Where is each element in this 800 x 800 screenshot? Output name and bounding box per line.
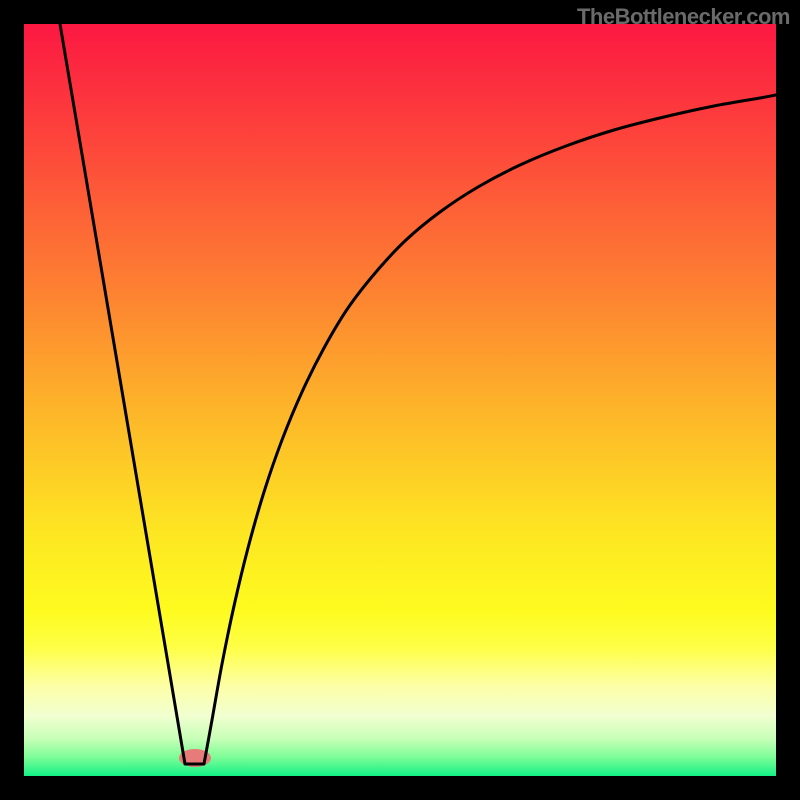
bottleneck-chart: [0, 0, 800, 800]
watermark-text: TheBottlenecker.com: [577, 4, 790, 30]
plot-background: [24, 24, 776, 776]
chart-container: { "watermark": { "text": "TheBottlenecke…: [0, 0, 800, 800]
